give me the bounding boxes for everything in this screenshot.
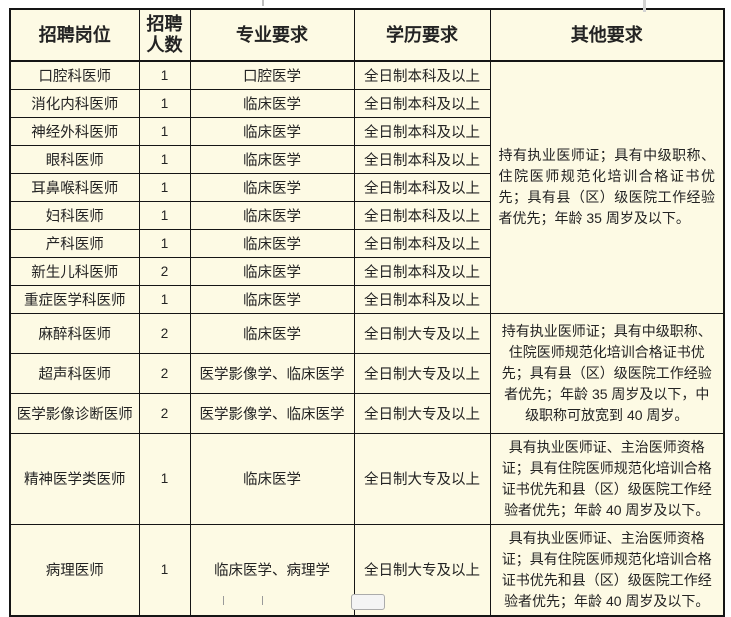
- table-row: 产科医师 1 临床医学 全日制本科及以上: [9, 228, 724, 258]
- cell-count: 1: [138, 228, 191, 258]
- cell-education: 全日制大专及以上: [353, 432, 491, 525]
- header-major: 专业要求: [189, 8, 355, 62]
- cell-count: 2: [138, 352, 191, 394]
- cell-major: 医学影像学、临床医学: [189, 352, 355, 394]
- cell-major: 口腔医学: [189, 60, 355, 90]
- cell-major: 临床医学: [189, 88, 355, 118]
- cell-major: 临床医学: [189, 256, 355, 286]
- edge-artifact-tick: [262, 596, 263, 605]
- cell-count: 2: [138, 256, 191, 286]
- table-row: 精神医学类医师 1 临床医学 全日制大专及以上 具有执业医师证、主治医师资格证；具有住院…: [9, 432, 725, 525]
- cell-major: 临床医学: [189, 312, 355, 354]
- cell-other-requirements: 持有执业医师证；具有中级职称、住院医师规范化培训合格证书优先；具有县（区）级医院…: [489, 60, 725, 314]
- cell-other-requirements: 具有执业医师证、主治医师资格证；具有住院医师规范化培训合格证书优先和县（区）级医…: [489, 432, 725, 525]
- table-row: 新生儿科医师 2 临床医学 全日制本科及以上: [9, 256, 724, 286]
- cell-position: 重症医学科医师: [9, 284, 140, 314]
- cell-major: 临床医学: [189, 228, 355, 258]
- cell-count: 2: [138, 392, 191, 434]
- cell-position: 妇科医师: [9, 200, 140, 230]
- cell-major: 医学影像学、临床医学: [189, 392, 355, 434]
- cell-education: 全日制本科及以上: [353, 284, 491, 314]
- cell-position: 口腔科医师: [9, 60, 140, 90]
- cell-count: 1: [138, 432, 191, 525]
- cell-count: 2: [138, 312, 191, 354]
- header-other: 其他要求: [489, 8, 725, 62]
- cell-position: 新生儿科医师: [9, 256, 140, 286]
- table-row: 耳鼻喉科医师 1 临床医学 全日制本科及以上: [9, 172, 724, 202]
- cell-major: 临床医学: [189, 284, 355, 314]
- edge-artifact-tick: [223, 596, 224, 605]
- cell-major: 临床医学、病理学: [189, 523, 355, 616]
- cell-position: 精神医学类医师: [9, 432, 140, 525]
- table-row: 眼科医师 1 临床医学 全日制本科及以上: [9, 144, 724, 174]
- cell-position: 医学影像诊断医师: [9, 392, 140, 434]
- cell-position: 消化内科医师: [9, 88, 140, 118]
- cell-major: 临床医学: [189, 432, 355, 525]
- cell-education: 全日制本科及以上: [353, 60, 491, 90]
- edge-artifact-tick: [643, 0, 646, 12]
- cell-count: 1: [138, 60, 191, 90]
- cell-count: 1: [138, 116, 191, 146]
- table-row: 超声科医师 2 医学影像学、临床医学 全日制大专及以上: [9, 352, 724, 394]
- cell-count: 1: [138, 200, 191, 230]
- cell-position: 产科医师: [9, 228, 140, 258]
- cell-count: 1: [138, 144, 191, 174]
- cell-count: 1: [138, 88, 191, 118]
- cell-major: 临床医学: [189, 200, 355, 230]
- cell-education: 全日制大专及以上: [353, 312, 491, 354]
- cell-education: 全日制大专及以上: [353, 352, 491, 394]
- cell-position: 超声科医师: [9, 352, 140, 394]
- cell-education: 全日制本科及以上: [353, 256, 491, 286]
- recruitment-table: 招聘岗位 招聘人数 专业要求 学历要求 其他要求 口腔科医师 1 口腔医学 全日制本科…: [9, 8, 725, 617]
- cell-other-requirements: 具有执业医师证、主治医师资格证；具有住院医师规范化培训合格证书优先和县（区）级医…: [489, 523, 725, 616]
- header-count: 招聘人数: [138, 8, 191, 62]
- cell-count: 1: [138, 284, 191, 314]
- table-row: 重症医学科医师 1 临床医学 全日制本科及以上: [9, 284, 724, 314]
- cell-major: 临床医学: [189, 144, 355, 174]
- cell-position: 神经外科医师: [9, 116, 140, 146]
- edge-artifact-tick: [262, 0, 264, 6]
- cell-position: 病理医师: [9, 523, 140, 616]
- table-body: 口腔科医师 1 口腔医学 全日制本科及以上 持有执业医师证；具有中级职称、住院医师规范化…: [9, 60, 725, 616]
- cell-count: 1: [138, 172, 191, 202]
- cell-education: 全日制本科及以上: [353, 144, 491, 174]
- cell-position: 眼科医师: [9, 144, 140, 174]
- cell-education: 全日制本科及以上: [353, 116, 491, 146]
- table-row: 麻醉科医师 2 临床医学 全日制大专及以上 持有执业医师证；具有中级职称、住院医师规范化…: [9, 312, 725, 434]
- cell-major: 临床医学: [189, 172, 355, 202]
- cell-position: 麻醉科医师: [9, 312, 140, 354]
- table-row: 神经外科医师 1 临床医学 全日制本科及以上: [9, 116, 724, 146]
- table-header: 招聘岗位 招聘人数 专业要求 学历要求 其他要求: [9, 8, 725, 62]
- cell-count: 1: [138, 523, 191, 616]
- cell-education: 全日制本科及以上: [353, 172, 491, 202]
- cell-other-requirements: 持有执业医师证；具有中级职称、住院医师规范化培训合格证书优先；具有县（区）级医院…: [489, 312, 725, 434]
- table-row: 口腔科医师 1 口腔医学 全日制本科及以上 持有执业医师证；具有中级职称、住院医师规范化…: [9, 60, 725, 314]
- cell-major: 临床医学: [189, 116, 355, 146]
- cell-education: 全日制本科及以上: [353, 228, 491, 258]
- cell-education: 全日制本科及以上: [353, 200, 491, 230]
- table-row: 妇科医师 1 临床医学 全日制本科及以上: [9, 200, 724, 230]
- edge-artifact-button: [351, 594, 385, 610]
- header-row: 招聘岗位 招聘人数 专业要求 学历要求 其他要求: [9, 8, 725, 62]
- cell-education: 全日制本科及以上: [353, 88, 491, 118]
- cell-education: 全日制大专及以上: [353, 392, 491, 434]
- header-education: 学历要求: [353, 8, 491, 62]
- header-position: 招聘岗位: [9, 8, 140, 62]
- cell-position: 耳鼻喉科医师: [9, 172, 140, 202]
